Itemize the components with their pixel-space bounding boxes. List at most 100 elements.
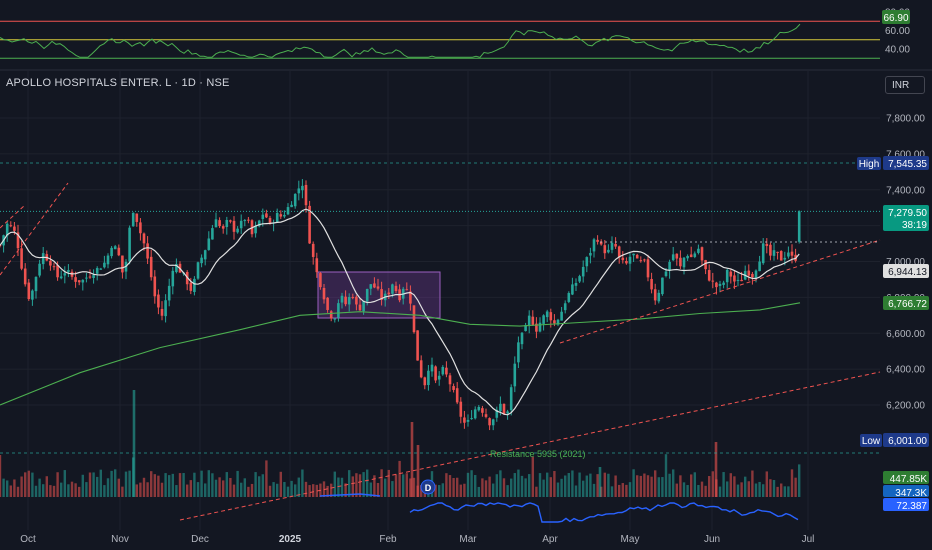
candle-body (193, 278, 196, 293)
candle-body (218, 220, 221, 227)
candle-body (387, 292, 391, 295)
candle-body (16, 232, 20, 249)
candle-body (779, 251, 783, 261)
volume-bar (729, 473, 732, 497)
candle-body (679, 257, 682, 267)
candle-body (63, 273, 67, 276)
volume-bar (200, 470, 203, 497)
candle-body (437, 375, 441, 380)
candle-body (707, 270, 711, 281)
volume-bar (474, 475, 477, 497)
currency-selector[interactable]: INR (885, 76, 925, 94)
candle-body (765, 243, 769, 246)
candle-body (135, 213, 139, 222)
volume-bar (664, 454, 668, 497)
volume-bar (63, 470, 66, 497)
candle-body (459, 401, 463, 417)
candle-body (725, 269, 729, 283)
price-tick-label: 6,400.00 (886, 365, 925, 376)
volume-bar (639, 475, 642, 497)
ticker-label: APOLLO HOSPITALS ENTER. L · 1D · NSE (6, 77, 230, 89)
volume-bar (175, 485, 178, 497)
candle-body (409, 291, 412, 304)
volume-bar (384, 478, 387, 497)
volume-bar (31, 472, 34, 497)
volume-bar (398, 460, 401, 497)
obv-value-badge (883, 498, 929, 511)
volume-bar (438, 485, 441, 497)
candle-body (700, 247, 704, 261)
volume-bar (45, 476, 48, 497)
candle-body (77, 280, 81, 283)
volume-bar (139, 482, 142, 497)
consolidation-box (317, 271, 441, 319)
candle-body (236, 228, 239, 233)
candle-body (556, 319, 560, 325)
candle-body (585, 257, 589, 267)
candle-body (693, 253, 697, 257)
candle-body (470, 418, 473, 420)
candle-body (67, 270, 70, 272)
candle-body (326, 297, 329, 310)
candle-body (715, 282, 718, 288)
price-tick-label: 6,200.00 (886, 401, 925, 412)
volume-bar (182, 473, 185, 497)
volume-bar (153, 474, 156, 497)
candle-body (578, 276, 581, 282)
volume-bar (646, 475, 650, 497)
candle-body (567, 293, 571, 302)
price-tick-label: 6,600.00 (886, 329, 925, 340)
candle-body (365, 288, 369, 302)
candle-body (74, 277, 77, 282)
volume-bar (297, 477, 300, 497)
time-tick-label: Jul (802, 534, 815, 545)
volume-bar (794, 477, 797, 497)
volume-ma-value-label: 347.3K (895, 488, 927, 499)
volume-bar (222, 480, 225, 497)
volume-bar (740, 482, 743, 497)
candle-body (160, 308, 164, 316)
candle-body (571, 284, 574, 295)
candle-body (232, 220, 236, 232)
volume-bar (643, 473, 646, 497)
candle-body (283, 214, 286, 217)
candle-body (513, 363, 517, 387)
candle-body (412, 305, 416, 333)
time-tick-label: Nov (111, 534, 129, 545)
candle-body (736, 279, 740, 281)
rsi-value-badge (882, 10, 910, 24)
volume-bar (679, 475, 682, 497)
volume-bar (722, 472, 725, 497)
volume-bar (2, 478, 5, 497)
volume-bar (578, 472, 581, 497)
volume-spike (132, 390, 136, 497)
moving-average-fast (0, 208, 800, 416)
obv-line-left (319, 493, 381, 497)
volume-bar (718, 486, 722, 497)
candle-body (628, 256, 632, 264)
candle-body (671, 254, 675, 261)
time-tick-label: Feb (379, 534, 397, 545)
candle-body (477, 406, 481, 411)
volume-bar (56, 472, 59, 497)
candle-body (653, 289, 657, 301)
volume-bar (405, 473, 408, 497)
candle-body (502, 403, 506, 414)
volume-bar (268, 485, 272, 497)
volume-bar (0, 454, 2, 497)
volume-bar (517, 469, 520, 497)
candle-body (711, 280, 715, 282)
candle-body (20, 248, 23, 269)
time-tick-label: 2025 (279, 534, 302, 545)
candle-body (704, 260, 707, 270)
volume-bar (452, 478, 455, 497)
volume-bar (164, 473, 167, 497)
volume-bar (232, 484, 236, 497)
candle-body (5, 223, 9, 236)
candle-body (527, 315, 531, 326)
volume-bar (42, 484, 45, 497)
candle-body (448, 375, 452, 385)
volume-bar (348, 470, 351, 497)
volume-bar (434, 484, 437, 497)
